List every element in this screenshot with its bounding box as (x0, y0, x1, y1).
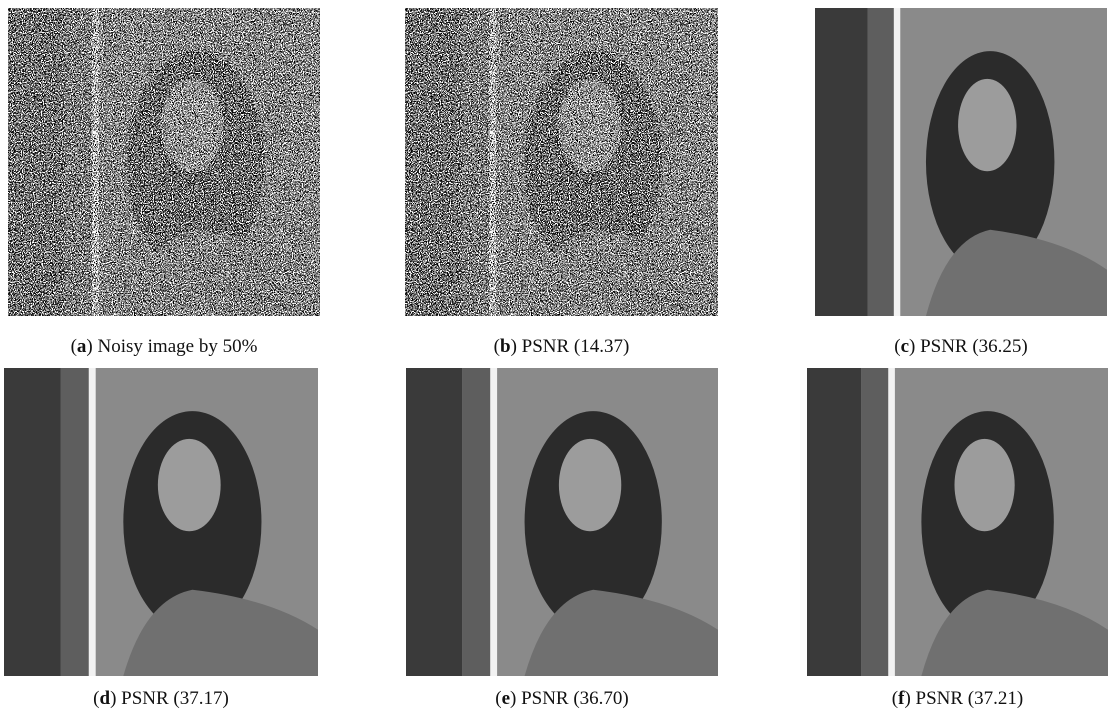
caption-text: PSNR (36.70) (521, 688, 629, 709)
caption: (e) PSNR (36.70) (406, 688, 718, 710)
mid-strip (462, 368, 490, 676)
face (158, 439, 221, 531)
panel-label: (c) (894, 336, 915, 357)
dark-strip (4, 368, 61, 676)
panel-label: (b) (494, 336, 517, 357)
dark-strip (815, 8, 868, 316)
panel: (f) PSNR (37.21) (807, 368, 1108, 718)
panel: (b) PSNR (14.37) (405, 8, 718, 368)
caption: (c) PSNR (36.25) (815, 336, 1107, 358)
white-line (894, 8, 900, 316)
image (815, 8, 1107, 316)
white-line (490, 368, 497, 676)
caption-text: PSNR (37.21) (916, 688, 1024, 709)
caption: (d) PSNR (37.17) (4, 688, 318, 710)
face (954, 439, 1014, 531)
caption: (f) PSNR (37.21) (807, 688, 1108, 710)
caption: (a) Noisy image by 50% (8, 336, 320, 358)
image (807, 368, 1108, 676)
panel: (e) PSNR (36.70) (406, 368, 718, 718)
panel: (d) PSNR (37.17) (4, 368, 318, 718)
face (559, 439, 621, 531)
panel-label: (d) (93, 688, 116, 709)
image (8, 8, 320, 316)
noise-white (405, 8, 718, 316)
face (958, 79, 1016, 171)
white-line (888, 368, 895, 676)
panel-label: (a) (71, 336, 93, 357)
noise-white (8, 8, 320, 316)
caption: (b) PSNR (14.37) (405, 336, 718, 358)
dark-strip (807, 368, 861, 676)
white-line (89, 368, 96, 676)
image (405, 8, 718, 316)
caption-text: Noisy image by 50% (98, 336, 258, 357)
image (4, 368, 318, 676)
mid-strip (61, 368, 89, 676)
caption-text: PSNR (37.17) (121, 688, 229, 709)
panel-label: (f) (892, 688, 911, 709)
caption-text: PSNR (36.25) (920, 336, 1028, 357)
caption-text: PSNR (14.37) (522, 336, 630, 357)
image (406, 368, 718, 676)
mid-strip (868, 8, 894, 316)
panel-label: (e) (495, 688, 516, 709)
mid-strip (861, 368, 888, 676)
dark-strip (406, 368, 462, 676)
panel: (a) Noisy image by 50% (8, 8, 320, 368)
panel: (c) PSNR (36.25) (815, 8, 1107, 368)
figure: (a) Noisy image by 50% (b) PSNR (14.37) (c… (0, 0, 1115, 718)
